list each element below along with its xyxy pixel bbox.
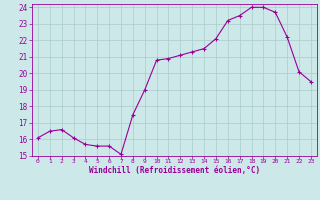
X-axis label: Windchill (Refroidissement éolien,°C): Windchill (Refroidissement éolien,°C) [89,166,260,175]
